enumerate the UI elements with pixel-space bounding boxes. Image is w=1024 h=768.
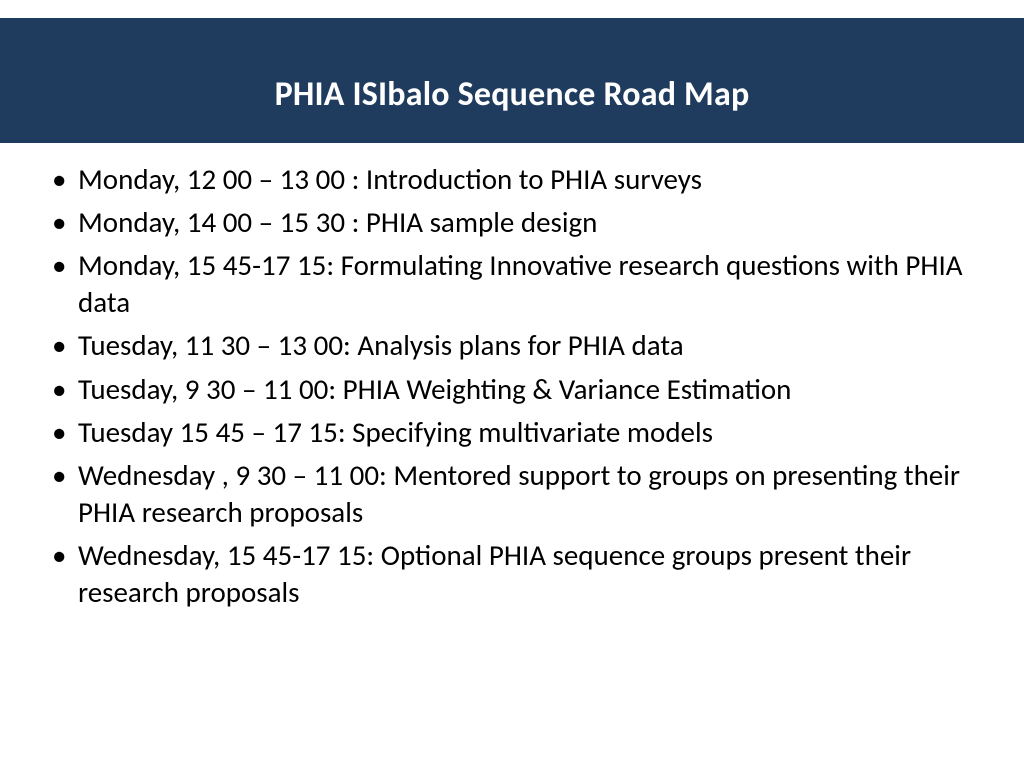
list-item: Tuesday, 9 30 – 11 00: PHIA Weighting & … (44, 371, 980, 408)
bullet-list: Monday, 12 00 – 13 00 : Introduction to … (44, 161, 980, 611)
list-item: Tuesday 15 45 – 17 15: Specifying multiv… (44, 414, 980, 451)
list-item: Monday, 12 00 – 13 00 : Introduction to … (44, 161, 980, 198)
list-item: Wednesday , 9 30 – 11 00: Mentored suppo… (44, 457, 980, 531)
list-item: Tuesday, 11 30 – 13 00: Analysis plans f… (44, 327, 980, 364)
list-item: Monday, 14 00 – 15 30 : PHIA sample desi… (44, 204, 980, 241)
title-bar: PHIA ISIbalo Sequence Road Map (0, 18, 1024, 143)
slide-title: PHIA ISIbalo Sequence Road Map (20, 74, 1004, 115)
slide-content: Monday, 12 00 – 13 00 : Introduction to … (0, 143, 1024, 768)
slide: PHIA ISIbalo Sequence Road Map Monday, 1… (0, 0, 1024, 768)
list-item: Monday, 15 45-17 15: Formulating Innovat… (44, 247, 980, 321)
list-item: Wednesday, 15 45-17 15: Optional PHIA se… (44, 537, 980, 611)
